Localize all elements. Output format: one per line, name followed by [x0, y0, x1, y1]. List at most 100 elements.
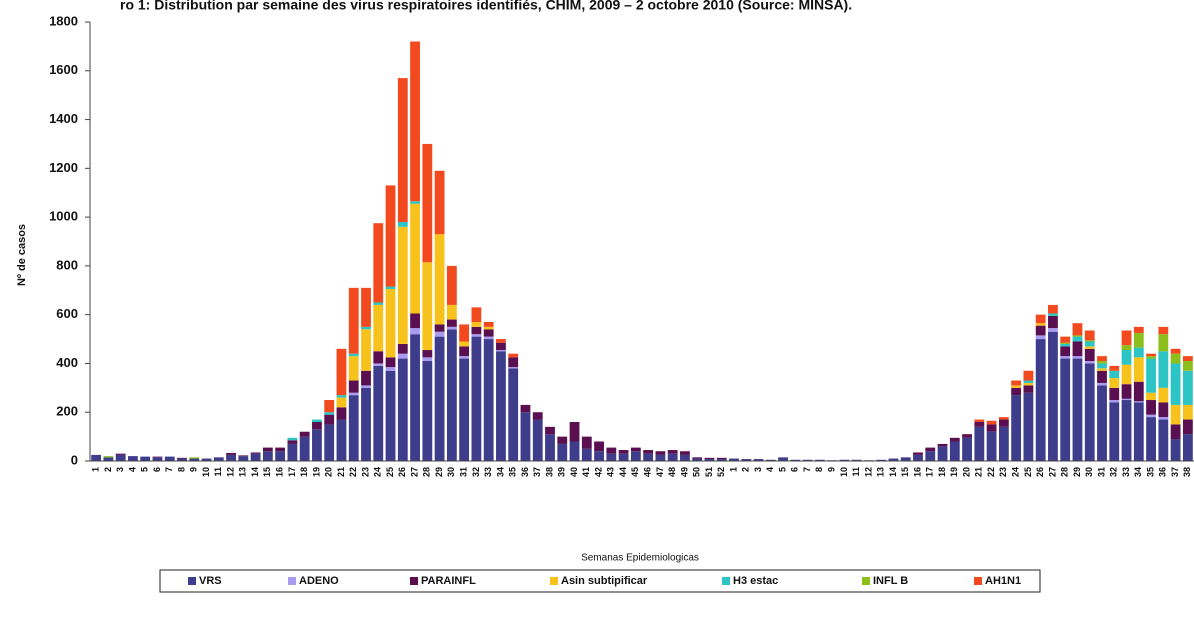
bar-segment [937, 443, 948, 447]
x-tick-label: 11 [213, 467, 223, 477]
bar-segment [410, 41, 420, 202]
x-tick-label: 50 [692, 467, 702, 477]
x-tick-label: 4 [765, 467, 775, 472]
bar-segment [778, 457, 788, 461]
bar-segment [1170, 353, 1181, 364]
bar-segment [250, 452, 261, 454]
y-tick-label: 1200 [49, 160, 78, 175]
bar-segment [385, 289, 396, 358]
bar-segment [508, 368, 519, 461]
x-tick-label: 16 [275, 467, 285, 477]
x-tick-label: 38 [544, 467, 554, 477]
bar-segment [471, 336, 482, 461]
x-tick-label: 7 [164, 467, 174, 472]
bar-segment [312, 419, 322, 422]
bar-segment [152, 456, 163, 458]
bar-segment [1109, 400, 1120, 403]
bar-segment [496, 351, 506, 461]
bar-segment [1072, 335, 1083, 337]
bar-segment [1072, 356, 1083, 359]
bar-segment [336, 419, 347, 461]
bar-segment [630, 451, 641, 461]
bar-segment [177, 457, 187, 459]
bar-segment [373, 302, 384, 305]
x-tick-label: 30 [1084, 467, 1094, 477]
bar-segment [299, 431, 310, 437]
legend-swatch [410, 577, 418, 585]
x-tick-label: 9 [827, 467, 837, 472]
legend-swatch [862, 577, 870, 585]
bar-segment [1011, 380, 1022, 386]
x-tick-label: 10 [201, 467, 211, 477]
bar-segment [446, 265, 457, 305]
bar-segment [1146, 417, 1156, 461]
bar-segment [802, 459, 813, 461]
x-tick-label: 19 [949, 467, 959, 477]
bar-segment [1097, 363, 1107, 369]
legend-label: PARAINFL [421, 575, 476, 587]
bar-segment [422, 357, 433, 362]
x-tick-label: 18 [299, 467, 309, 477]
bar-segment [508, 367, 519, 369]
bar-segment [312, 429, 322, 461]
x-tick-label: 3 [753, 467, 763, 472]
bar-segment [1121, 350, 1132, 365]
bar-segment [336, 395, 347, 398]
bar-segment [667, 450, 678, 454]
y-tick-label: 1400 [49, 111, 78, 126]
x-tick-label: 28 [1060, 467, 1070, 477]
bar-segment [287, 437, 298, 441]
bar-segment [1133, 402, 1144, 461]
bar-segment [397, 221, 408, 227]
x-tick-label: 26 [1035, 467, 1045, 477]
bar-segment [986, 420, 997, 425]
bar-segment [471, 307, 482, 322]
bar-segment [410, 201, 420, 204]
x-tick-label: 46 [643, 467, 653, 477]
x-tick-label: 7 [802, 467, 812, 472]
bar-segment [692, 457, 703, 459]
x-tick-label: 6 [790, 467, 800, 472]
x-tick-label: 15 [900, 467, 910, 477]
bar-segment [765, 459, 776, 461]
x-tick-label: 37 [1170, 467, 1180, 477]
x-tick-label: 40 [569, 467, 579, 477]
x-tick-label: 6 [152, 467, 162, 472]
bar-segment [618, 450, 629, 454]
legend-label: Asin subtipificar [561, 575, 648, 587]
bar-segment [913, 454, 923, 461]
bar-segment [312, 421, 322, 430]
bar-segment [115, 453, 126, 455]
bar-segment [1084, 363, 1095, 461]
x-tick-label: 28 [422, 467, 432, 477]
bar-segment [128, 456, 138, 461]
bar-segment [385, 367, 396, 371]
legend-label: VRS [199, 575, 222, 587]
x-tick-label: 4 [127, 467, 137, 472]
bar-segment [949, 441, 960, 461]
bar-segment [422, 262, 433, 351]
bar-segment [459, 346, 470, 357]
bar-segment [545, 426, 555, 435]
bar-segment [238, 455, 249, 457]
bar-segment [348, 287, 359, 354]
legend-label: INFL B [873, 575, 908, 587]
bar-segment [998, 417, 1009, 420]
bar-segment [152, 457, 163, 461]
bar-segment [1023, 382, 1034, 386]
x-tick-label: 44 [618, 467, 628, 477]
bar-segment [434, 170, 445, 235]
x-tick-label: 8 [176, 467, 186, 472]
bar-segment [410, 313, 420, 329]
bar-segment [1072, 358, 1083, 461]
bar-segment [1133, 381, 1144, 402]
x-tick-label: 16 [912, 467, 922, 477]
x-tick-label: 17 [287, 467, 297, 477]
bar-segment [1060, 343, 1071, 347]
bar-segment [361, 370, 371, 386]
bar-segment [1084, 340, 1095, 342]
y-tick-label: 0 [71, 452, 78, 467]
bar-segment [348, 392, 359, 396]
bar-segment [1097, 361, 1107, 364]
x-tick-label: 52 [716, 467, 726, 477]
